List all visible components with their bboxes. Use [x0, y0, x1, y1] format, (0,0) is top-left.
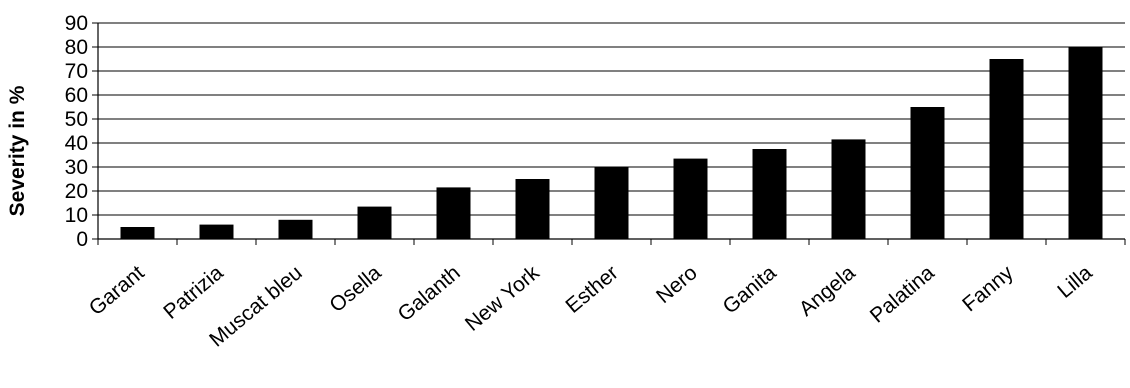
gridlines [98, 22, 1125, 216]
bar [278, 219, 313, 239]
y-tick-label: 30 [65, 156, 88, 179]
x-tick-label: New York [461, 261, 544, 336]
bar [594, 167, 629, 239]
x-tick-label: Osella [325, 261, 386, 317]
bar [673, 158, 708, 239]
y-axis-title: Severity in % [6, 85, 29, 216]
x-tick-label: Angela [795, 261, 860, 321]
y-tick-label: 40 [65, 132, 88, 155]
bar [357, 206, 392, 239]
x-tick-label: Esther [561, 261, 622, 318]
y-tick-label: 80 [65, 36, 88, 59]
x-tick-label: Lilla [1053, 261, 1097, 303]
y-tick-label: 50 [65, 108, 88, 131]
y-tick-label: 10 [65, 204, 88, 227]
bar [910, 107, 945, 239]
axes [92, 22, 1126, 245]
bar [831, 139, 866, 239]
y-tick-label: 60 [65, 84, 88, 107]
bar [989, 59, 1024, 239]
y-tick-label: 0 [76, 228, 88, 251]
bars [120, 47, 1103, 239]
x-tick-label: Galanth [394, 261, 465, 326]
x-tick-label: Palatina [866, 261, 939, 328]
y-tick-label: 70 [65, 60, 88, 83]
bar [752, 149, 787, 239]
y-tick-label: 90 [65, 12, 88, 35]
x-tick-label: Garant [85, 261, 149, 320]
x-tick-label: Ganita [719, 261, 781, 319]
x-tick-label: Nero [652, 261, 702, 308]
bar [515, 179, 550, 239]
y-tick-label: 20 [65, 180, 88, 203]
x-tick-label: Patrizia [159, 261, 228, 324]
x-tick-label: Fanny [958, 261, 1018, 316]
bar [199, 224, 234, 239]
bar [1068, 47, 1103, 239]
bar [436, 187, 471, 239]
bar [120, 227, 155, 239]
